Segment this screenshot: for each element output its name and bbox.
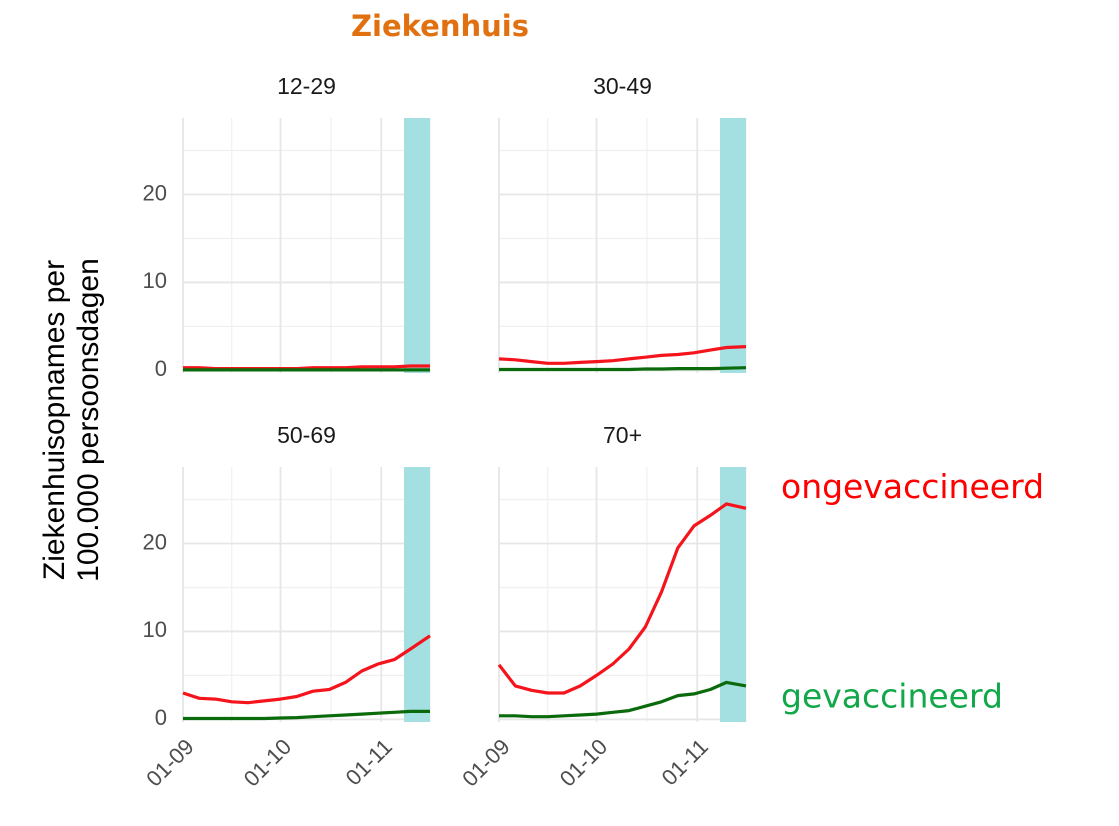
y-tick-label: 20 [143,180,167,205]
x-tick-label: 01-11 [657,734,713,790]
series-label: ongevaccineerd [781,467,1044,506]
y-tick-label: 10 [143,617,167,642]
x-tick-label: 01-09 [457,734,514,791]
highlight-band [720,118,746,373]
y-tick-label: 0 [155,356,167,381]
series-line [183,709,430,721]
highlight-band [404,467,430,722]
panel-title: 30-49 [593,73,652,99]
x-tick-label: 01-10 [239,734,296,791]
series-line [182,634,431,705]
series-line [497,502,747,695]
panel-title: 50-69 [277,422,336,448]
chart-title: Ziekenhuis [351,9,529,43]
x-tick-label: 01-09 [141,734,198,791]
y-tick-label: 20 [143,529,167,554]
x-tick-label: 01-10 [555,734,612,791]
y-axis-title-line: Ziekenhuisopnames per [38,260,71,580]
panel-title: 70+ [603,422,642,448]
y-tick-label: 10 [143,268,167,293]
y-tick-label: 0 [155,705,167,730]
series-line [183,364,430,371]
highlight-band [720,467,746,722]
y-axis-title: Ziekenhuisopnames per 100.000 persoonsda… [38,258,105,582]
panel-title: 12-29 [277,73,336,99]
highlight-band [404,118,430,373]
x-tick-label: 01-11 [341,734,397,790]
series-line [499,680,747,719]
y-axis-title-line: 100.000 persoonsdagen [72,258,105,582]
series-line [499,366,747,372]
series-label: gevaccineerd [781,676,1003,715]
series-line [498,345,747,365]
